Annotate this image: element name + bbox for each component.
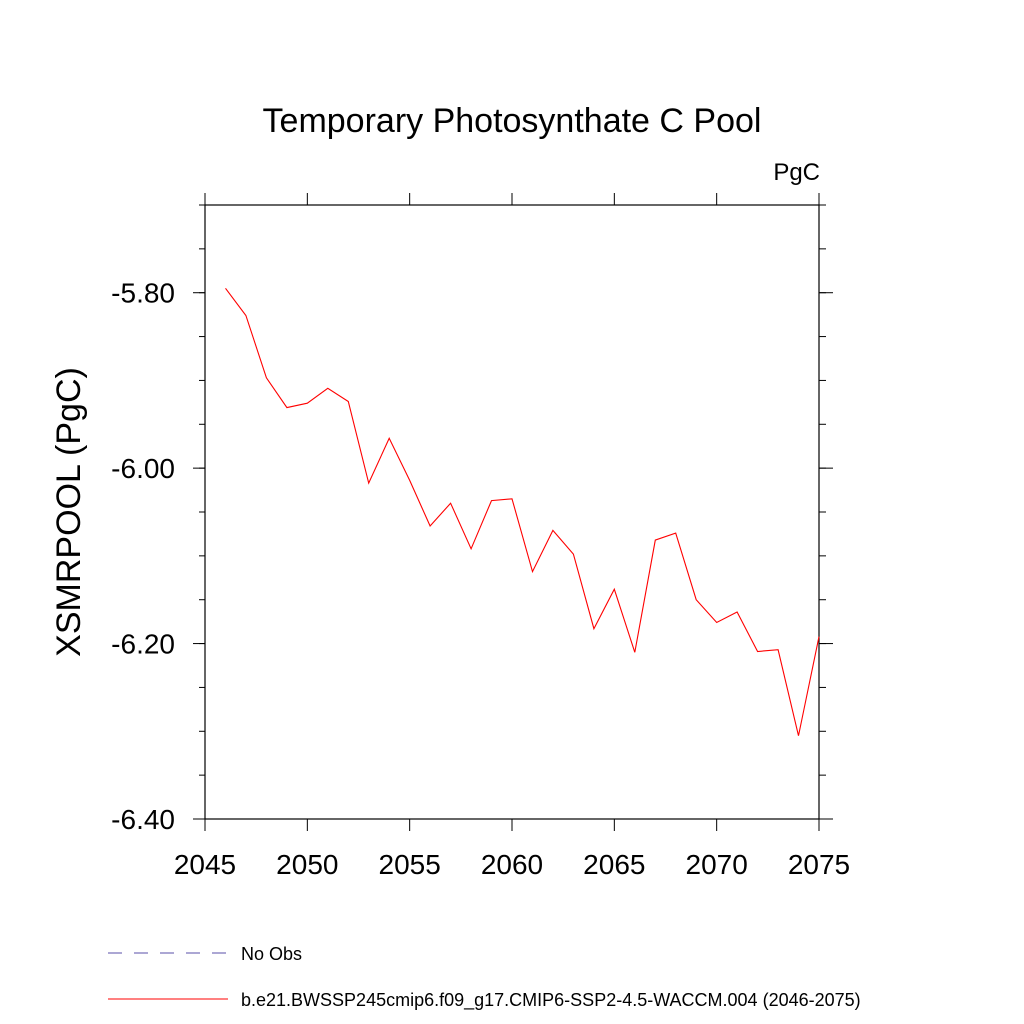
plot-frame	[204, 204, 820, 820]
axis-ticks: 2045 2050 2055 2060 2065 2070 2075 -5.80 -6.00 -6…	[111, 193, 850, 880]
x-tick-label: 2070	[686, 849, 748, 880]
y-tick-label: -6.40	[111, 804, 175, 835]
chart-title: Temporary Photosynthate C Pool	[263, 102, 762, 140]
series-layer	[225, 287, 820, 736]
y-tick-label: -5.80	[111, 278, 175, 309]
x-tick-label: 2045	[174, 849, 236, 880]
units-label: PgC	[773, 159, 820, 186]
y-tick-label: -6.20	[111, 629, 175, 660]
legend: No Obs b.e21.BWSSP245cmip6.f09_g17.CMIP6-…	[108, 944, 861, 1011]
x-tick-label: 2065	[583, 849, 645, 880]
legend-label: No Obs	[241, 944, 302, 964]
x-tick-label: 2075	[788, 849, 850, 880]
legend-label: b.e21.BWSSP245cmip6.f09_g17.CMIP6-SSP2-4…	[241, 990, 861, 1011]
y-axis-label: XSMRPOOL (PgC)	[50, 367, 88, 657]
x-tick-label: 2060	[481, 849, 543, 880]
series-line	[225, 287, 820, 736]
x-tick-label: 2055	[379, 849, 441, 880]
x-tick-label: 2050	[276, 849, 338, 880]
y-tick-label: -6.00	[111, 453, 175, 484]
